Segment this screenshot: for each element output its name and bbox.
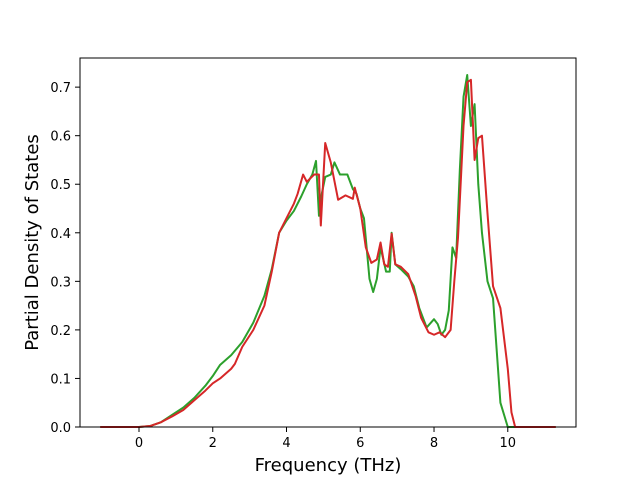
y-tick-label: 0.3 xyxy=(50,275,71,290)
series-group xyxy=(100,73,556,428)
y-axis-label: Partial Density of States xyxy=(22,134,43,351)
y-tick-label: 0.6 xyxy=(50,130,71,145)
x-tick-label: 8 xyxy=(430,436,438,451)
x-tick-label: 4 xyxy=(282,436,290,451)
tick-group: 0 2 4 6 8 10 0.0 0.1 0.2 0.3 0.4 0.5 0.6 0.7 xyxy=(50,81,516,451)
x-tick-label: 0 xyxy=(135,436,143,451)
x-tick-label: 10 xyxy=(500,436,517,451)
y-tick-label: 0.2 xyxy=(50,324,71,339)
y-tick-label: 0.7 xyxy=(50,81,71,96)
x-tick-label: 6 xyxy=(356,436,364,451)
x-axis-label: Frequency (THz) xyxy=(255,455,402,476)
x-tick-label: 2 xyxy=(209,436,217,451)
axes-frame xyxy=(79,57,577,428)
y-tick-label: 0.1 xyxy=(50,372,71,387)
y-tick-label: 0.0 xyxy=(50,421,71,436)
y-tick-label: 0.4 xyxy=(50,227,71,242)
y-tick-label: 0.5 xyxy=(50,178,71,193)
series-line-2 xyxy=(100,78,556,428)
